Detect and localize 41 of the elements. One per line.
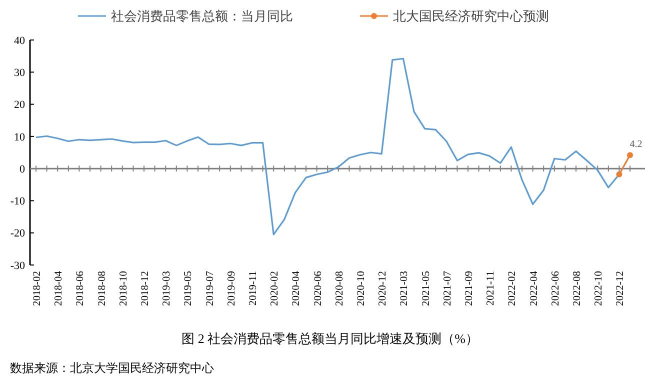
x-tick-label: 2021-07 <box>442 271 454 306</box>
x-tick-label: 2018-12 <box>140 271 151 306</box>
source-note: 数据来源：北京大学国民经济研究中心 <box>10 361 214 375</box>
x-tick-label: 2022-08 <box>572 271 583 306</box>
x-tick-label: 2021-05 <box>420 271 432 306</box>
x-tick-label: 2019-03 <box>162 271 173 306</box>
legend-label: 北大国民经济研究中心预测 <box>393 8 549 24</box>
x-tick-label: 2020-06 <box>312 271 324 306</box>
y-tick-label: 30 <box>14 66 26 79</box>
x-tick-label: 2020-02 <box>270 271 281 306</box>
x-tick-label: 2021-09 <box>464 271 475 306</box>
y-tick-label: -20 <box>10 228 26 240</box>
x-tick-label: 2020-12 <box>378 271 389 306</box>
x-tick-label: 2019-11 <box>248 271 259 306</box>
y-tick-label: -10 <box>10 196 26 208</box>
x-tick-label: 2021-11 <box>486 271 497 306</box>
x-tick-label: 2019-09 <box>226 271 238 306</box>
y-tick-label: 20 <box>14 99 26 112</box>
x-tick-label: 2022-10 <box>594 271 605 306</box>
y-tick-label: 40 <box>14 34 26 47</box>
x-tick-label: 2018-08 <box>96 271 108 306</box>
x-tick-label: 2018-10 <box>118 271 130 306</box>
x-tick-label: 2018-04 <box>54 270 65 306</box>
data-label: 4.2 <box>630 139 642 150</box>
x-tick-label: 2018-06 <box>75 271 86 306</box>
x-tick-label: 2020-04 <box>291 270 302 306</box>
legend-label: 社会消费品零售总额：当月同比 <box>111 8 293 24</box>
x-tick-label: 2020-10 <box>356 271 367 306</box>
y-tick-label: -30 <box>10 260 26 272</box>
y-tick-label: 0 <box>20 163 26 176</box>
x-tick-label: 2018-02 <box>32 271 43 306</box>
x-tick-label: 2019-05 <box>183 271 194 306</box>
x-tick-label: 2021-03 <box>399 271 410 306</box>
x-tick-label: 2022-04 <box>528 270 540 306</box>
text: 图 2 社会消费品零售总额当月同比增速及预测（%） <box>182 331 478 346</box>
x-tick-label: 2019-07 <box>204 271 216 306</box>
x-tick-label: 2020-08 <box>334 271 346 306</box>
y-tick-label: 10 <box>14 131 26 144</box>
x-tick-label: 2022-02 <box>507 271 518 306</box>
x-tick-label: 2022-06 <box>550 271 562 306</box>
x-tick-label: 2022-12 <box>615 271 626 306</box>
